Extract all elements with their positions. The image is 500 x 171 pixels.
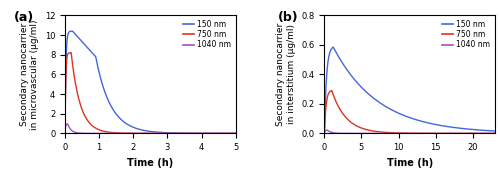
Text: (b): (b) — [278, 11, 299, 24]
Y-axis label: Secondary nanocarrier
in microvascular (μg/ml): Secondary nanocarrier in microvascular (… — [20, 19, 39, 130]
X-axis label: Time (h): Time (h) — [386, 158, 433, 168]
Text: (a): (a) — [14, 11, 34, 24]
Y-axis label: Secondary nanocarrier
in interstitium (μg/ml): Secondary nanocarrier in interstitium (μ… — [276, 23, 296, 126]
Legend: 150 nm, 750 nm, 1040 nm: 150 nm, 750 nm, 1040 nm — [182, 19, 232, 50]
Legend: 150 nm, 750 nm, 1040 nm: 150 nm, 750 nm, 1040 nm — [441, 19, 491, 50]
X-axis label: Time (h): Time (h) — [127, 158, 174, 168]
